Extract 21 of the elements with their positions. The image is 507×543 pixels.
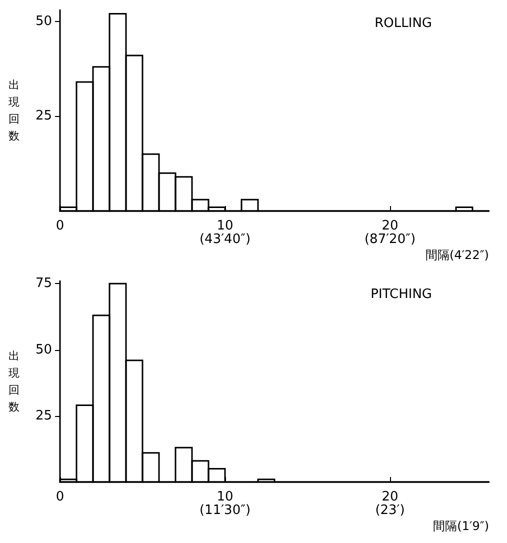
text: PITCHING	[370, 287, 432, 302]
y-axis-title: 出現回数	[8, 78, 20, 142]
y-axis-title: 出現回数	[8, 350, 20, 414]
y-tick-label: 25	[35, 108, 52, 124]
x-tick-label: 10	[216, 218, 234, 234]
text: (23′)	[375, 503, 405, 518]
y-tick-label: 50	[35, 342, 52, 358]
x-tick-label: 0	[56, 490, 64, 504]
text: (43′40″)	[199, 232, 251, 247]
x-tick-label: 0	[56, 218, 64, 234]
y-tick-label: 75	[35, 276, 52, 292]
x-axis-title: 間隔(1′9″)	[433, 519, 489, 533]
y-tick-label: 25	[35, 408, 52, 424]
x-tick-label: 20	[382, 490, 398, 504]
x-tick-label: 20	[382, 218, 398, 234]
text: ROLLING	[374, 16, 432, 31]
x-axis-title: 間隔(4′22″)	[426, 248, 489, 262]
text: (87′20″)	[364, 232, 416, 247]
x-tick-label: 10	[216, 490, 234, 504]
y-tick-label: 50	[35, 14, 52, 29]
text: (11′30″)	[199, 503, 251, 518]
